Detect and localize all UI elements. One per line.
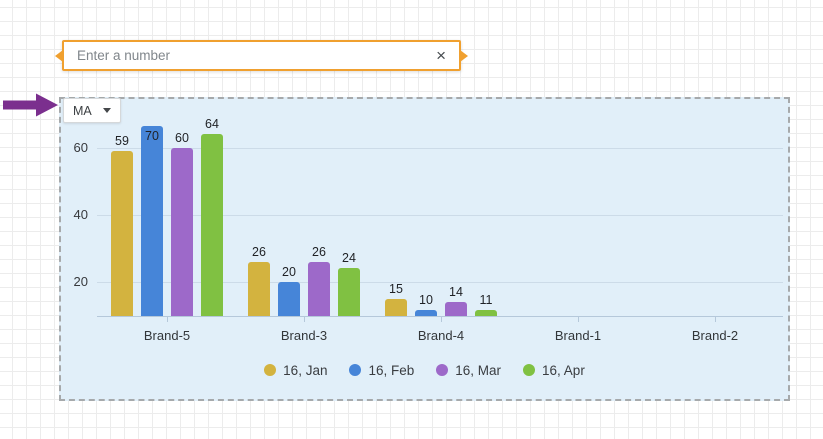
- x-axis-tick: [715, 317, 716, 322]
- bar-value-label: 64: [205, 117, 219, 132]
- x-axis-label: Brand-4: [417, 328, 465, 343]
- resize-handle-right-icon[interactable]: [460, 49, 468, 62]
- number-input[interactable]: [64, 48, 431, 63]
- legend-item-16-Apr[interactable]: 16, Apr: [523, 363, 585, 378]
- bar-16-Apr-brand-3[interactable]: [338, 268, 360, 316]
- bar-value-label: 26: [252, 244, 266, 259]
- bar-value-label: 20: [282, 264, 296, 279]
- legend-swatch-icon: [264, 364, 277, 376]
- chart-legend: 16, Jan 16, Feb 16, Mar 16, Apr: [61, 360, 788, 380]
- clear-input-button[interactable]: ×: [430, 47, 459, 64]
- bar-16-Apr-brand-4[interactable]: [475, 310, 497, 316]
- bar-16-Jan-brand-3[interactable]: [248, 261, 270, 316]
- legend-label: 16, Feb: [368, 362, 415, 378]
- legend-item-16-Jan[interactable]: 16, Jan: [264, 363, 327, 378]
- legend-swatch-icon: [436, 364, 449, 376]
- x-axis-label: Brand-1: [554, 328, 602, 343]
- chart-type-dropdown[interactable]: MA: [63, 98, 121, 123]
- bar-value-label: 14: [449, 284, 463, 299]
- legend-swatch-icon: [349, 364, 362, 376]
- x-axis-tick: [441, 317, 442, 322]
- annotation-arrow-icon: [3, 93, 58, 117]
- legend-item-16-Feb[interactable]: 16, Feb: [349, 363, 414, 378]
- bar-value-label: 59: [115, 134, 129, 149]
- bar-16-Mar-brand-4[interactable]: [445, 301, 467, 316]
- chevron-down-icon: [103, 108, 111, 113]
- legend-label: 16, Apr: [542, 362, 585, 378]
- bar-16-Jan-brand-4[interactable]: [385, 298, 407, 316]
- x-axis-label: Brand-3: [280, 328, 328, 343]
- bar-value-label: 11: [479, 293, 493, 307]
- resize-handle-left-icon[interactable]: [55, 49, 63, 62]
- bar-16-Mar-brand-5[interactable]: [171, 147, 193, 316]
- bar-value-label: 60: [175, 130, 189, 145]
- legend-swatch-icon: [523, 364, 536, 376]
- bar-value-label: 70: [145, 129, 159, 143]
- legend-label: 16, Mar: [455, 362, 502, 378]
- y-axis-label: 40: [73, 206, 88, 222]
- dropdown-value: MA: [73, 103, 92, 118]
- y-gridline: [97, 281, 783, 283]
- x-axis-line: [97, 316, 783, 317]
- chart-widget[interactable]: MA 20 40 60 Brand-5 59 70 60 64 Brand-3 26 20 26 24 B…: [59, 97, 790, 401]
- bar-16-Feb-brand-5[interactable]: [141, 126, 163, 316]
- bar-16-Mar-brand-3[interactable]: [308, 261, 330, 316]
- x-axis-tick: [167, 317, 168, 322]
- x-axis-label: Brand-5: [143, 328, 191, 343]
- legend-item-16-Mar[interactable]: 16, Mar: [436, 363, 501, 378]
- x-axis-tick: [304, 317, 305, 322]
- bar-16-Jan-brand-5[interactable]: [111, 151, 133, 316]
- bar-value-label: 26: [312, 244, 326, 259]
- number-input-container: ×: [55, 40, 468, 71]
- bar-value-label: 10: [419, 293, 433, 307]
- x-axis-label: Brand-2: [691, 328, 739, 343]
- legend-label: 16, Jan: [283, 362, 328, 378]
- y-axis-label: 20: [73, 273, 88, 289]
- bar-value-label: 24: [342, 251, 356, 266]
- x-axis-tick: [578, 317, 579, 322]
- y-axis-label: 60: [73, 139, 88, 155]
- bar-16-Apr-brand-5[interactable]: [201, 134, 223, 316]
- bar-16-Feb-brand-4[interactable]: [415, 310, 437, 316]
- bar-16-Feb-brand-3[interactable]: [278, 281, 300, 316]
- y-gridline: [97, 214, 783, 216]
- bar-value-label: 15: [389, 281, 403, 296]
- y-gridline: [97, 147, 783, 149]
